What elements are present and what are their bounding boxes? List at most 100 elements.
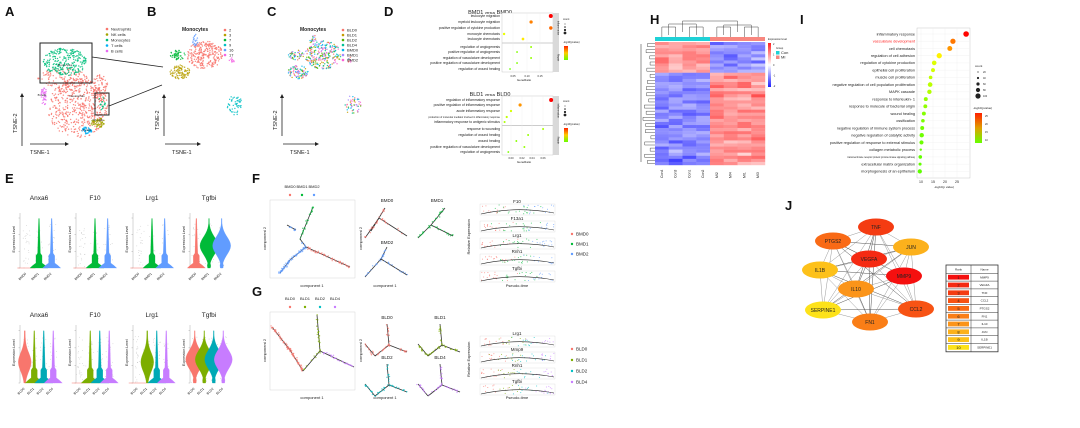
expression-point bbox=[487, 386, 489, 388]
cell-point bbox=[229, 110, 232, 112]
cell-point bbox=[279, 272, 281, 274]
jitter-point bbox=[139, 250, 141, 252]
cell-point bbox=[67, 85, 69, 88]
jitter-point bbox=[136, 346, 138, 348]
cell-point bbox=[104, 109, 106, 112]
cell-point bbox=[307, 219, 309, 222]
jitter-point bbox=[151, 363, 153, 364]
cell-point bbox=[47, 69, 49, 71]
cell-point bbox=[180, 74, 182, 77]
cell-point bbox=[56, 57, 59, 60]
cell-point bbox=[198, 61, 200, 63]
jitter-point bbox=[205, 262, 207, 264]
cell-point bbox=[291, 56, 294, 59]
cell-point bbox=[48, 76, 50, 79]
expression-point bbox=[490, 358, 492, 360]
cell-point bbox=[284, 344, 286, 346]
cell-point bbox=[306, 219, 308, 221]
cell-point bbox=[179, 58, 182, 61]
jitter-point bbox=[111, 259, 113, 261]
cell-point bbox=[57, 59, 60, 62]
cell-point bbox=[190, 54, 193, 56]
term-dot bbox=[530, 46, 533, 48]
cell-point bbox=[431, 391, 433, 393]
expression-point bbox=[546, 392, 548, 394]
cell-point bbox=[79, 57, 81, 60]
legend-label: 2 bbox=[229, 28, 232, 33]
legend-label: BMD2 bbox=[576, 252, 589, 257]
cell-point bbox=[92, 121, 94, 123]
cell-point bbox=[75, 78, 77, 80]
heatmap-cell bbox=[655, 155, 669, 160]
cell-point bbox=[48, 52, 50, 55]
expression-point bbox=[546, 368, 548, 370]
heatmap-cell bbox=[737, 112, 752, 116]
sub-trajectory-plot: BLD2 bbox=[364, 355, 408, 397]
heatmap-cell bbox=[696, 57, 711, 61]
cell-point bbox=[312, 206, 315, 208]
cell-point bbox=[45, 61, 48, 63]
cell-point bbox=[188, 54, 190, 57]
color-scale-bar bbox=[564, 128, 568, 142]
x-tick-label: BMD0 bbox=[131, 272, 140, 281]
expression-point bbox=[542, 241, 544, 243]
panel-label: F bbox=[252, 171, 260, 186]
heatmap-cell bbox=[751, 54, 766, 58]
heatmap-cell bbox=[682, 63, 697, 67]
size-legend-dot bbox=[563, 28, 567, 32]
cell-point bbox=[299, 366, 302, 368]
legend-dot bbox=[333, 305, 337, 309]
expression-point bbox=[495, 212, 497, 214]
term-label: response to molecule of bacterial origin bbox=[849, 105, 915, 109]
cell-point bbox=[77, 119, 80, 121]
cell-point bbox=[62, 98, 64, 100]
panel-label: J bbox=[785, 198, 792, 213]
gene-title: Lrg1 bbox=[145, 312, 158, 319]
cell-point bbox=[50, 52, 53, 54]
cell-point bbox=[54, 105, 56, 107]
size-legend-dot bbox=[563, 110, 567, 114]
row-dendrogram bbox=[648, 98, 655, 103]
cell-point bbox=[320, 49, 323, 52]
y-axis-label: TSNE-2 bbox=[273, 110, 279, 130]
cell-point bbox=[59, 101, 61, 104]
cell-point bbox=[314, 57, 316, 60]
heatmap-cell bbox=[655, 63, 669, 67]
cell-point bbox=[83, 109, 85, 111]
legend-title: Group bbox=[776, 46, 784, 50]
cell-point bbox=[277, 332, 280, 334]
cell-point bbox=[385, 324, 388, 326]
cell-point bbox=[304, 228, 306, 230]
jitter-point bbox=[85, 237, 86, 239]
heatmap-cell bbox=[696, 140, 711, 144]
panel-label: E bbox=[5, 171, 14, 186]
expression-point bbox=[482, 241, 484, 243]
jitter-point bbox=[27, 258, 29, 260]
heatmap-cell bbox=[737, 121, 752, 126]
cell-point bbox=[59, 66, 62, 68]
cell-point bbox=[59, 90, 62, 92]
cell-point bbox=[293, 74, 296, 76]
jitter-point bbox=[197, 238, 199, 239]
jitter-point bbox=[153, 338, 155, 339]
legend-dot bbox=[105, 33, 109, 36]
trend-curve bbox=[480, 341, 555, 347]
cell-point bbox=[380, 256, 383, 259]
cell-point bbox=[76, 130, 78, 133]
cell-point bbox=[94, 78, 97, 81]
expression-point bbox=[523, 230, 525, 232]
heatmap-cell bbox=[655, 106, 669, 110]
jitter-point bbox=[108, 238, 110, 240]
jitter-point bbox=[218, 261, 220, 263]
heatmap-cell bbox=[723, 131, 738, 135]
cell-point bbox=[176, 53, 178, 55]
cell-point bbox=[364, 384, 366, 386]
heatmap-cell bbox=[668, 121, 683, 126]
expression-point bbox=[552, 393, 554, 395]
term-dot bbox=[923, 104, 928, 109]
jitter-point bbox=[40, 349, 42, 351]
expression-point bbox=[529, 246, 531, 248]
cell-point bbox=[66, 122, 68, 125]
jitter-point bbox=[79, 230, 81, 231]
cell-point bbox=[61, 78, 64, 80]
